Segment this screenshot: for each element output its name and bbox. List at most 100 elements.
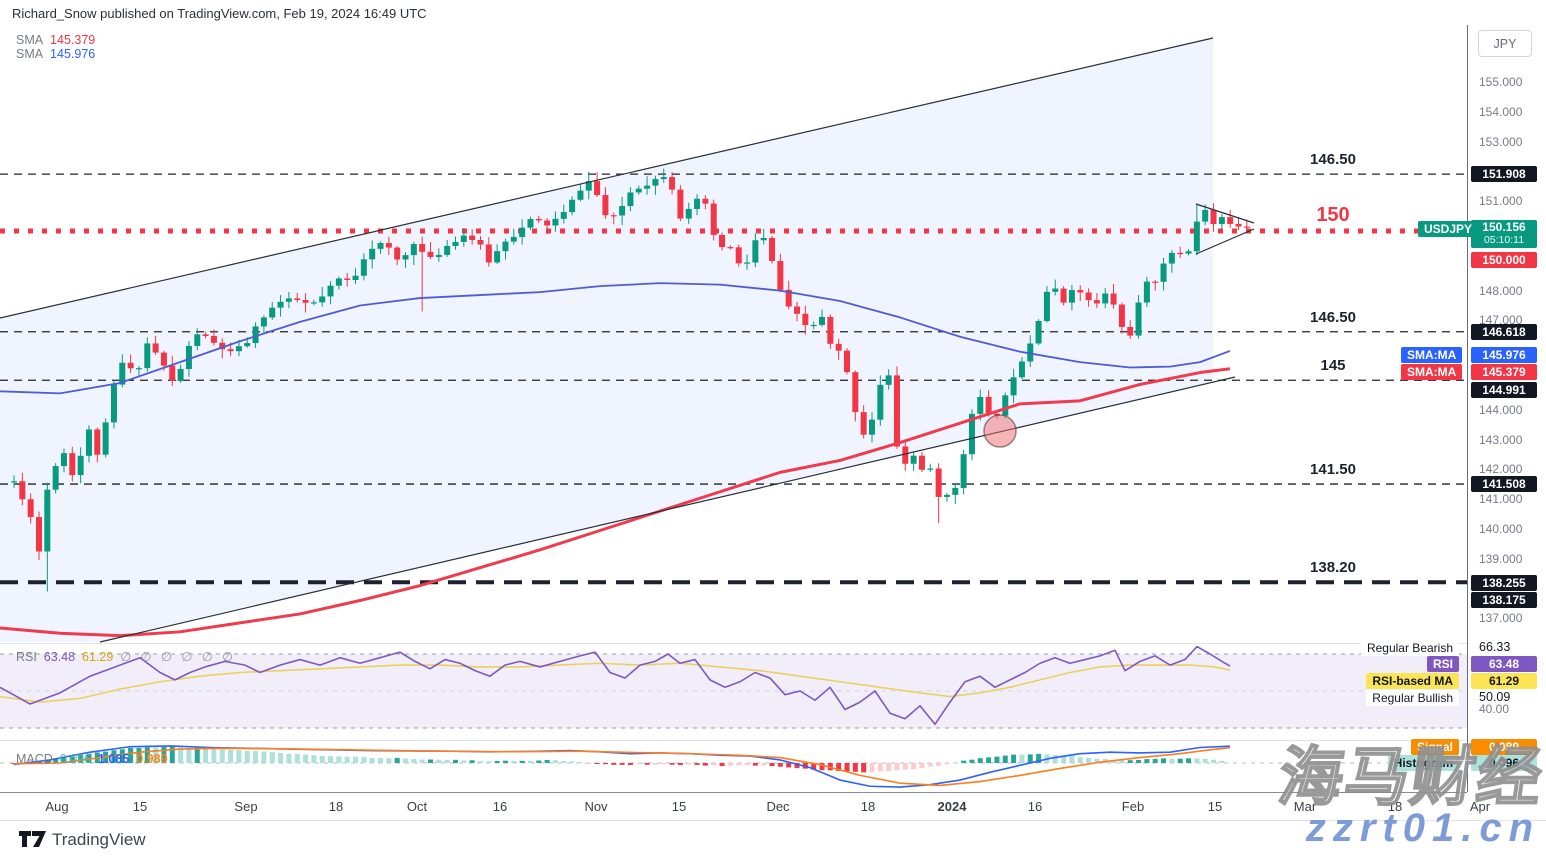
candle-down	[677, 189, 684, 219]
candle-down	[602, 195, 609, 216]
tradingview-brand-text[interactable]: TradingView	[52, 830, 146, 849]
macd-histogram-bar	[344, 756, 350, 763]
candle-up	[285, 298, 292, 302]
time-label-16: 16	[1027, 799, 1043, 814]
level-label-146.50[interactable]: 146.50	[1310, 151, 1356, 169]
highlight-circle[interactable]	[983, 414, 1017, 448]
candle-up	[519, 227, 526, 237]
macd-histogram-bar	[261, 751, 267, 763]
macd-histogram-bar	[1052, 755, 1058, 763]
macd-histogram-bar	[1077, 757, 1083, 763]
candle-up	[585, 181, 592, 191]
candle-down	[802, 313, 809, 326]
macd-axis-value-signal: 0.989	[1471, 739, 1537, 755]
candle-up	[1168, 252, 1175, 264]
candle-up	[135, 368, 142, 370]
candle-down	[394, 247, 401, 260]
candle-up	[1010, 377, 1017, 396]
candle-up	[11, 481, 17, 483]
macd-histogram-bar	[361, 757, 367, 763]
time-label-Feb: Feb	[1121, 799, 1145, 814]
candle-up	[1002, 395, 1009, 416]
macd-histogram-bar	[894, 763, 900, 771]
candle-down	[669, 177, 676, 190]
indicator-legend-rsi[interactable]: RSI 63.48 61.29 ∅ ∅ ∅ ∅ ∅ ∅	[16, 649, 236, 664]
candle-up	[644, 185, 651, 189]
level-label-141.50[interactable]: 141.50	[1310, 461, 1356, 479]
macd-histogram-bar	[886, 763, 892, 772]
macd-histogram-bar	[727, 763, 733, 766]
candle-up	[260, 317, 267, 327]
tradingview-logo-icon[interactable]	[18, 829, 48, 849]
macd-histogram-bar	[619, 763, 625, 765]
price-axis[interactable]: JPY 155.000 154.000 153.000 151.000 148.000 1…	[1467, 25, 1546, 792]
macd-histogram-bar	[669, 763, 675, 765]
macd-histogram-bar	[194, 747, 200, 763]
bar-countdown: 05:10:11	[1483, 234, 1525, 246]
currency-toggle-button[interactable]: JPY	[1478, 30, 1532, 57]
macd-histogram-bar	[811, 763, 817, 770]
legend-row-sma[interactable]: SMA 145.976	[16, 47, 95, 61]
candle-down	[794, 306, 801, 314]
candle-down	[727, 247, 734, 249]
macd-histogram-bar	[369, 757, 375, 763]
candle-up	[85, 429, 92, 456]
macd-histogram-bar	[1136, 760, 1142, 763]
candle-up	[752, 240, 759, 263]
candle-up	[1102, 293, 1109, 304]
candle-down	[1177, 252, 1184, 255]
macd-histogram-bar	[294, 753, 300, 763]
legend-row-sma[interactable]: SMA 145.379	[16, 33, 95, 47]
rsi-axis-value-rsi-based-ma: 61.29	[1471, 673, 1537, 689]
candle-up	[819, 316, 826, 325]
candle-down	[893, 375, 900, 447]
pane-separator-macd[interactable]	[0, 740, 1467, 741]
macd-histogram-bar	[636, 763, 642, 765]
time-label-Oct: Oct	[406, 799, 428, 814]
price-tick: 139.000	[1479, 551, 1523, 566]
indicator-legend-sma[interactable]: SMA 145.379 SMA 145.976	[16, 33, 95, 61]
candle-up	[877, 384, 884, 420]
macd-histogram-bar	[153, 747, 159, 763]
candle-down	[202, 334, 209, 337]
price-tick: 143.000	[1479, 432, 1523, 447]
macd-histogram-bar	[236, 750, 242, 763]
macd-histogram-bar	[228, 749, 234, 763]
macd-histogram-bar	[286, 753, 292, 763]
macd-histogram-bar	[278, 752, 284, 763]
candle-up	[177, 368, 184, 381]
macd-histogram-bar	[269, 752, 275, 763]
pane-separator-rsi[interactable]	[0, 643, 1467, 644]
level-label-145[interactable]: 145	[1320, 357, 1346, 375]
macd-histogram-bar	[136, 747, 142, 763]
indicator-legend-macd[interactable]: MACD 0.096 1.085 0.989	[16, 752, 168, 766]
time-label-15: 15	[132, 799, 148, 814]
macd-histogram-bar	[702, 763, 708, 766]
macd-hist-value: 0.096	[59, 752, 92, 766]
candle-down	[302, 300, 309, 303]
macd-histogram-bar	[1002, 755, 1008, 763]
level-label-150[interactable]: 150	[1316, 204, 1350, 226]
candle-down	[610, 215, 617, 217]
candle-up	[319, 296, 326, 303]
candle-up	[194, 334, 201, 346]
macd-histogram-bar	[61, 757, 67, 763]
macd-histogram-bar	[1169, 758, 1175, 763]
candle-down	[785, 289, 792, 307]
macd-histogram-bar	[861, 763, 867, 773]
macd-histogram-bar	[161, 747, 167, 763]
macd-histogram-bar	[836, 763, 842, 771]
time-axis[interactable]: Aug 15 Sep 18 Oct 16 Nov 15 Dec 18 2024 16 Feb 15 Mar 1…	[0, 792, 1490, 821]
candle-down	[594, 181, 601, 196]
macd-histogram-bar	[769, 763, 775, 767]
price-tick: 154.000	[1479, 104, 1523, 119]
candle-up	[627, 192, 634, 207]
candle-down	[1085, 292, 1092, 301]
axis-badge-150.000: 150.000	[1471, 252, 1537, 268]
level-label-146.50[interactable]: 146.50	[1310, 308, 1356, 326]
macd-histogram-bar	[211, 748, 217, 763]
level-label-138.20[interactable]: 138.20	[1310, 559, 1356, 577]
candle-up	[619, 206, 626, 216]
macd-histogram-bar	[719, 763, 725, 767]
